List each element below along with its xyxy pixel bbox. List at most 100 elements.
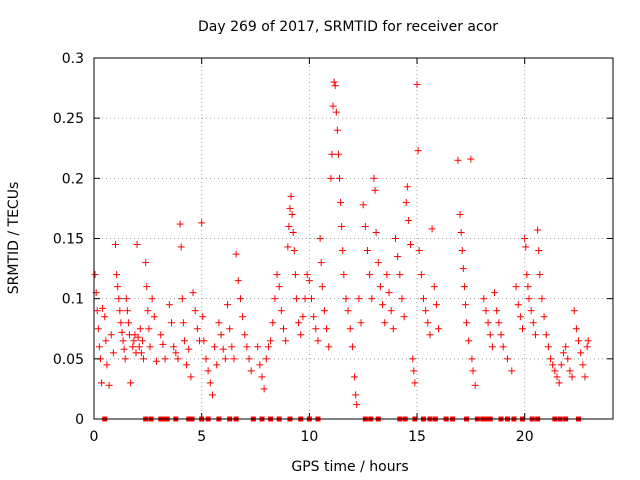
- data-point: [215, 319, 223, 327]
- data-point: [426, 331, 434, 339]
- y-tick-label: 0.2: [62, 171, 84, 187]
- data-point: [432, 301, 440, 309]
- data-point: [339, 247, 347, 255]
- data-point: [379, 301, 387, 309]
- data-point: [495, 319, 503, 327]
- data-point: [359, 201, 367, 209]
- data-point: [280, 325, 288, 333]
- data-point: [177, 243, 185, 251]
- data-point: [389, 325, 397, 333]
- data-point: [200, 337, 208, 345]
- data-point: [363, 247, 371, 255]
- data-point: [361, 222, 369, 230]
- data-point: [98, 379, 106, 387]
- x-tick-label: 15: [408, 429, 426, 445]
- data-point: [402, 198, 410, 206]
- data-point: [467, 155, 475, 163]
- data-point: [430, 283, 438, 291]
- data-point: [122, 295, 130, 303]
- data-point: [419, 295, 427, 303]
- data-point: [334, 150, 342, 158]
- data-point: [260, 385, 268, 393]
- data-point: [383, 271, 391, 279]
- data-point: [461, 301, 469, 309]
- data-point: [103, 361, 111, 369]
- data-point: [568, 373, 576, 381]
- data-point: [557, 361, 565, 369]
- data-point: [535, 247, 543, 255]
- data-point: [407, 241, 415, 249]
- data-point: [320, 307, 328, 315]
- data-point: [316, 235, 324, 242]
- data-point: [460, 283, 468, 291]
- data-point: [540, 313, 548, 321]
- data-point: [534, 226, 542, 234]
- data-point: [368, 295, 376, 303]
- y-tick-label: 0.25: [53, 111, 84, 127]
- x-tick-label: 0: [90, 429, 99, 445]
- data-point: [482, 307, 490, 315]
- data-point: [119, 337, 127, 345]
- data-point: [531, 331, 539, 339]
- data-point: [143, 283, 151, 291]
- data-point: [285, 222, 293, 230]
- data-point: [232, 250, 240, 258]
- data-point: [113, 271, 121, 279]
- data-point: [536, 271, 544, 279]
- data-point: [208, 391, 216, 399]
- data-point: [277, 307, 285, 315]
- data-point: [323, 325, 331, 333]
- data-point: [137, 349, 145, 357]
- data-point: [519, 325, 527, 333]
- data-point: [206, 379, 214, 387]
- data-point: [527, 307, 535, 315]
- data-point: [403, 183, 411, 191]
- data-point: [465, 337, 473, 345]
- data-point: [191, 307, 199, 315]
- data-point: [129, 343, 137, 351]
- data-point: [329, 102, 337, 110]
- data-point: [299, 313, 307, 321]
- data-point: [239, 313, 247, 321]
- data-point: [547, 355, 555, 363]
- data-point: [317, 259, 325, 267]
- data-point: [336, 174, 344, 182]
- data-point: [435, 325, 443, 333]
- x-axis-label: GPS time / hours: [291, 459, 408, 475]
- data-point: [512, 283, 520, 291]
- data-point: [376, 283, 384, 291]
- data-point: [172, 349, 180, 357]
- data-point: [581, 373, 589, 381]
- x-tick-label: 10: [300, 429, 318, 445]
- data-point: [348, 343, 356, 351]
- data-point: [549, 361, 557, 369]
- data-point: [342, 295, 350, 303]
- data-point: [400, 313, 408, 321]
- y-axis-label: SRMTID / TECUs: [6, 182, 22, 295]
- data-point: [471, 381, 479, 389]
- data-point: [572, 325, 580, 333]
- data-point: [370, 174, 378, 182]
- data-point: [468, 355, 476, 363]
- data-point: [193, 325, 201, 333]
- data-point: [123, 307, 131, 315]
- data-point: [145, 325, 153, 333]
- data-point: [553, 373, 561, 381]
- data-point: [497, 331, 505, 339]
- data-point: [338, 222, 346, 230]
- data-point: [101, 313, 109, 321]
- data-point: [458, 247, 466, 255]
- data-point: [366, 271, 374, 279]
- data-point: [314, 337, 322, 345]
- data-point: [99, 304, 107, 312]
- data-point: [286, 204, 294, 212]
- y-tick-label: 0.15: [53, 232, 84, 248]
- data-point: [226, 325, 234, 333]
- data-point: [374, 259, 382, 267]
- data-point: [428, 225, 436, 233]
- data-point: [168, 319, 176, 327]
- data-point: [189, 289, 197, 297]
- data-point: [157, 331, 165, 339]
- data-point: [91, 271, 99, 279]
- data-point: [413, 80, 421, 88]
